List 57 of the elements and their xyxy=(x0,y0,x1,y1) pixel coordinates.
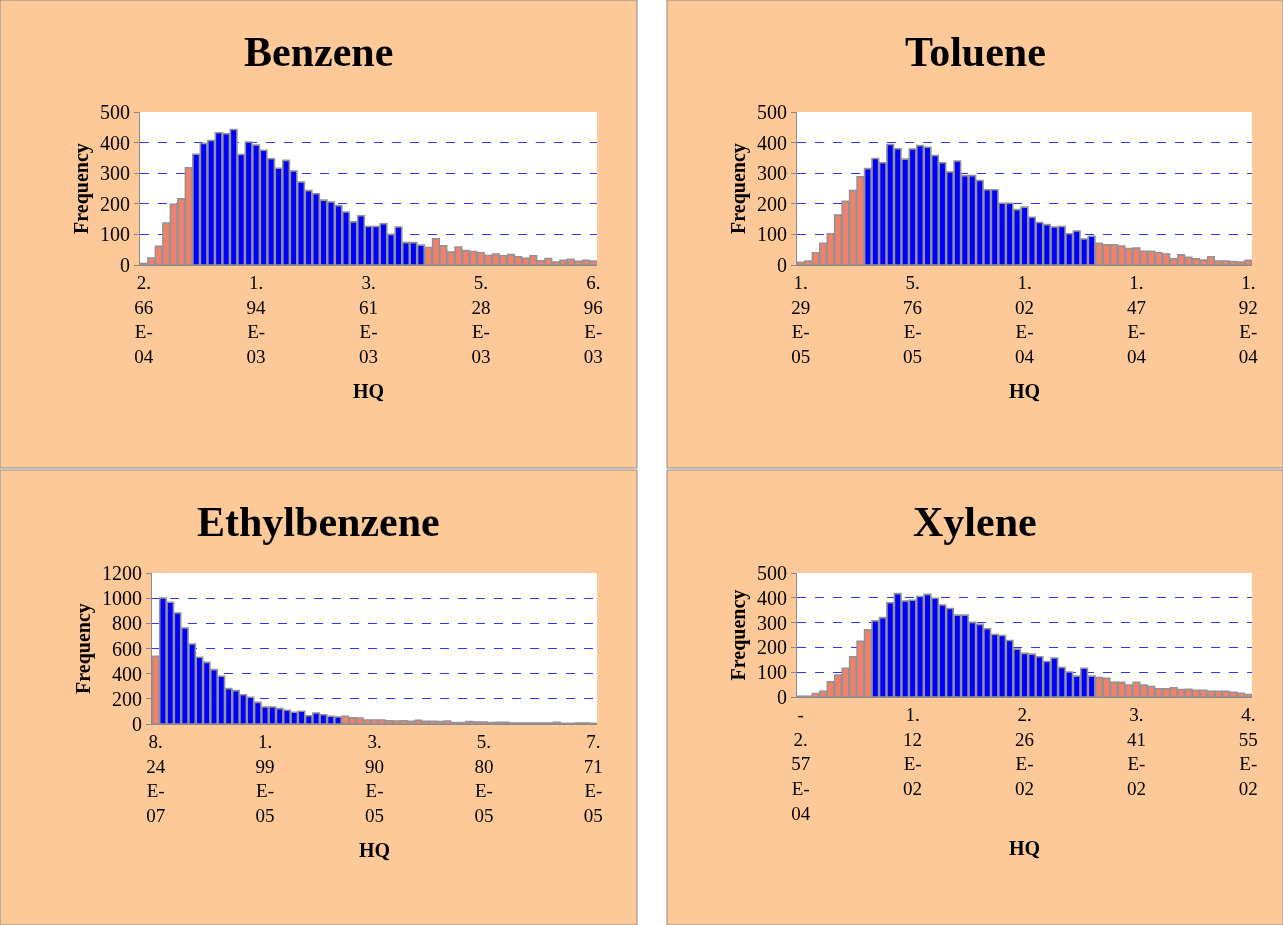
x-tick-label: - 2. 57 E- 04 xyxy=(791,703,811,824)
x-tick-label: 2. 26 E- 02 xyxy=(1015,703,1034,799)
y-tick-label: 500 xyxy=(757,101,787,123)
x-tick-label: 5. 28 E- 03 xyxy=(471,271,491,367)
y-tick-label: 200 xyxy=(100,192,130,215)
y-tick-label: 400 xyxy=(757,586,787,609)
x-tick-label: 3. 90 E- 05 xyxy=(365,730,384,826)
y-tick-label: 0 xyxy=(120,254,130,276)
x-tick-label: 1. 29 E- 05 xyxy=(791,271,811,367)
x-axis-title: HQ xyxy=(352,380,385,403)
x-tick-label: 5. 80 E- 05 xyxy=(474,730,494,826)
y-tick-label: 1000 xyxy=(102,587,142,610)
chart-title: Xylene xyxy=(913,499,1037,545)
y-tick-label: 500 xyxy=(757,562,787,584)
x-tick-label: 1. 92 E- 04 xyxy=(1238,271,1259,367)
y-axis-title: Frequency xyxy=(726,589,750,681)
y-tick-label: 0 xyxy=(777,254,787,276)
y-tick-label: 0 xyxy=(132,713,142,735)
x-tick-label: 1. 02 E- 04 xyxy=(1015,271,1035,367)
y-axis-title: Frequency xyxy=(71,603,95,694)
x-tick-label: 1. 47 E- 04 xyxy=(1126,271,1147,367)
y-tick-label: 100 xyxy=(100,223,130,246)
y-tick-label: 300 xyxy=(100,162,130,185)
x-tick-label: 1. 94 E- 03 xyxy=(246,271,267,367)
y-axis-title: Frequency xyxy=(69,143,93,234)
x-tick-label: 1. 99 E- 05 xyxy=(255,730,275,826)
chart-title: Benzene xyxy=(244,29,394,75)
chart-title: Ethylbenzene xyxy=(197,499,440,545)
y-tick-label: 300 xyxy=(757,611,787,634)
y-axis-title: Frequency xyxy=(726,143,750,234)
x-axis-title: HQ xyxy=(1008,837,1041,860)
y-tick-label: 600 xyxy=(112,637,142,660)
y-tick-label: 200 xyxy=(757,636,787,659)
y-tick-label: 100 xyxy=(757,661,787,684)
x-tick-label: 7. 71 E- 05 xyxy=(583,730,603,826)
y-tick-label: 500 xyxy=(100,101,130,123)
x-tick-label: 5. 76 E- 05 xyxy=(903,271,923,367)
y-tick-label: 0 xyxy=(777,686,787,708)
x-axis-title: HQ xyxy=(1008,380,1041,403)
x-tick-label: 6. 96 E- 03 xyxy=(583,271,603,367)
y-tick-label: 200 xyxy=(757,192,787,215)
y-tick-label: 800 xyxy=(112,612,142,635)
y-tick-label: 1200 xyxy=(102,562,142,584)
y-tick-label: 400 xyxy=(757,131,787,154)
x-tick-label: 1. 12 E- 02 xyxy=(903,703,923,799)
x-tick-label: 3. 61 E- 03 xyxy=(359,271,378,367)
x-axis-title: HQ xyxy=(358,839,391,862)
y-tick-label: 100 xyxy=(757,223,787,246)
x-tick-label: 2. 66 E- 04 xyxy=(134,271,154,367)
x-tick-label: 8. 24 E- 07 xyxy=(146,730,166,826)
y-tick-label: 400 xyxy=(100,131,130,154)
y-tick-label: 300 xyxy=(757,162,787,185)
x-tick-label: 3. 41 E- 02 xyxy=(1126,703,1146,799)
chart-title: Toluene xyxy=(905,29,1046,75)
x-tick-label: 4. 55 E- 02 xyxy=(1238,703,1258,799)
y-tick-label: 200 xyxy=(112,687,142,710)
y-tick-label: 400 xyxy=(112,662,142,685)
